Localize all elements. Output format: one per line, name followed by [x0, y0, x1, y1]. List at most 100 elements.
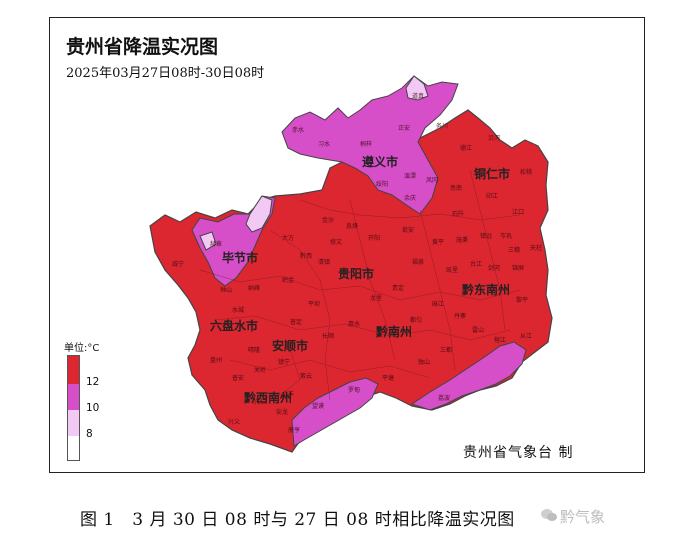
- county-label: 从江: [520, 333, 532, 340]
- city-label-qiandongnan: 黔东南州: [462, 282, 510, 297]
- province-region-8to10-north: [405, 75, 429, 101]
- city-label-tongren: 铜仁市: [474, 166, 510, 181]
- county-label: 织金: [282, 276, 294, 284]
- county-label: 沿河: [488, 134, 500, 142]
- county-label: 龙里: [370, 294, 382, 302]
- county-label: 三都: [440, 346, 452, 354]
- county-label: 镇远: [480, 232, 492, 240]
- county-label: 岑巩: [500, 232, 512, 240]
- county-label: 赫章: [210, 240, 222, 248]
- county-label: 务川: [436, 122, 448, 130]
- county-label: 平坝: [308, 300, 320, 308]
- county-label: 黎平: [516, 296, 528, 304]
- county-label: 镇宁: [278, 358, 290, 366]
- county-label: 施秉: [456, 236, 468, 244]
- map-subtitle: 2025年03月27日08时-30日08时: [66, 66, 265, 81]
- legend-swatch-ge12: [68, 356, 79, 384]
- county-boundaries: [199, 169, 521, 401]
- county-label: 水城: [232, 306, 244, 314]
- city-label-liupanshui: 六盘水市: [210, 318, 258, 333]
- county-label: 安龙: [276, 408, 288, 416]
- county-label: 黄平: [432, 238, 444, 246]
- county-label: 平塘: [382, 374, 394, 382]
- county-label: 清镇: [318, 258, 330, 266]
- county-label: 大方: [282, 234, 294, 242]
- legend-swatch-10to12: [68, 384, 79, 410]
- county-label: 普定: [290, 318, 302, 326]
- county-label: 黔西: [300, 252, 312, 260]
- county-label: 修文: [330, 238, 342, 246]
- county-label: 湄潭: [404, 172, 416, 180]
- county-label: 赤水: [292, 126, 304, 134]
- county-label: 钟山: [220, 286, 232, 294]
- map-credit: 贵州省气象台 制: [463, 445, 574, 461]
- county-label: 福泉: [412, 258, 424, 266]
- city-label-zunyi: 遵义市: [362, 154, 398, 169]
- county-label: 惠水: [348, 320, 360, 328]
- county-label: 关岭: [254, 366, 266, 374]
- county-label: 兴义: [228, 418, 240, 426]
- county-label: 纳雍: [248, 284, 260, 292]
- wechat-icon: [541, 509, 557, 521]
- county-label: 开阳: [368, 234, 380, 242]
- city-label-qianxinan: 黔西南州: [244, 390, 292, 405]
- legend-label-8: 8: [86, 428, 93, 440]
- watermark: 黔气象: [560, 508, 606, 526]
- county-label: 德江: [460, 144, 472, 152]
- county-label: 盘州: [210, 356, 222, 364]
- city-label-guiyang: 贵阳市: [338, 266, 374, 281]
- county-label: 长顺: [322, 332, 334, 340]
- county-label: 紫云: [300, 372, 312, 380]
- county-label: 石阡: [452, 210, 464, 218]
- city-label-qiannan: 黔南州: [376, 324, 412, 339]
- county-label: 习水: [318, 140, 330, 148]
- legend-swatch-lt8: [68, 436, 79, 460]
- county-label: 台江: [470, 260, 482, 268]
- legend-label-10: 10: [86, 402, 100, 414]
- county-label: 三穗: [508, 246, 520, 254]
- county-label: 瓮安: [402, 226, 414, 234]
- county-label: 晴隆: [248, 346, 260, 354]
- province-region-10to12-southeast: [410, 341, 527, 411]
- county-label: 息烽: [346, 222, 358, 230]
- county-label: 道真: [412, 92, 424, 100]
- county-label: 兴仁: [254, 398, 266, 406]
- county-label: 荔波: [438, 394, 450, 402]
- county-label: 威宁: [172, 260, 184, 268]
- figure-caption: 图 1 3 月 30 日 08 时与 27 日 08 时相比降温实况图: [80, 510, 515, 530]
- county-label: 册亨: [288, 426, 300, 434]
- province-region-10to12-south: [291, 377, 379, 447]
- county-label: 印江: [486, 193, 498, 200]
- county-label: 锦屏: [512, 264, 524, 272]
- map-title: 贵州省降温实况图: [66, 36, 219, 58]
- province-region-ge12: [149, 109, 553, 453]
- county-label: 丹寨: [454, 312, 466, 320]
- county-label: 榕江: [494, 336, 506, 344]
- county-label: 凯里: [446, 266, 458, 274]
- county-label: 普安: [232, 374, 244, 382]
- legend-bar: [67, 355, 80, 461]
- county-label: 余庆: [404, 194, 416, 202]
- county-label: 望谟: [312, 402, 324, 410]
- county-label: 都匀: [410, 316, 422, 324]
- county-label: 金沙: [322, 216, 334, 224]
- county-label: 松桃: [520, 168, 532, 176]
- legend-label-12: 12: [86, 376, 100, 388]
- county-label: 绥阳: [376, 180, 388, 188]
- county-label: 思南: [450, 184, 462, 192]
- city-label-bijie: 毕节市: [222, 250, 258, 265]
- county-label: 独山: [418, 358, 430, 366]
- city-label-anshun: 安顺市: [272, 338, 308, 353]
- county-label: 江口: [512, 209, 524, 216]
- legend-swatch-8to10: [68, 410, 79, 436]
- legend-unit: 单位:°C: [64, 343, 100, 354]
- county-label: 正安: [398, 124, 410, 132]
- county-label: 贵定: [392, 284, 404, 292]
- county-label: 凤冈: [426, 177, 438, 184]
- province-region-8to10-west: [245, 195, 273, 233]
- county-label: 麻江: [432, 300, 444, 308]
- county-label: 桐梓: [360, 140, 372, 148]
- county-label: 罗甸: [348, 386, 360, 394]
- county-label: 贞丰: [282, 390, 294, 398]
